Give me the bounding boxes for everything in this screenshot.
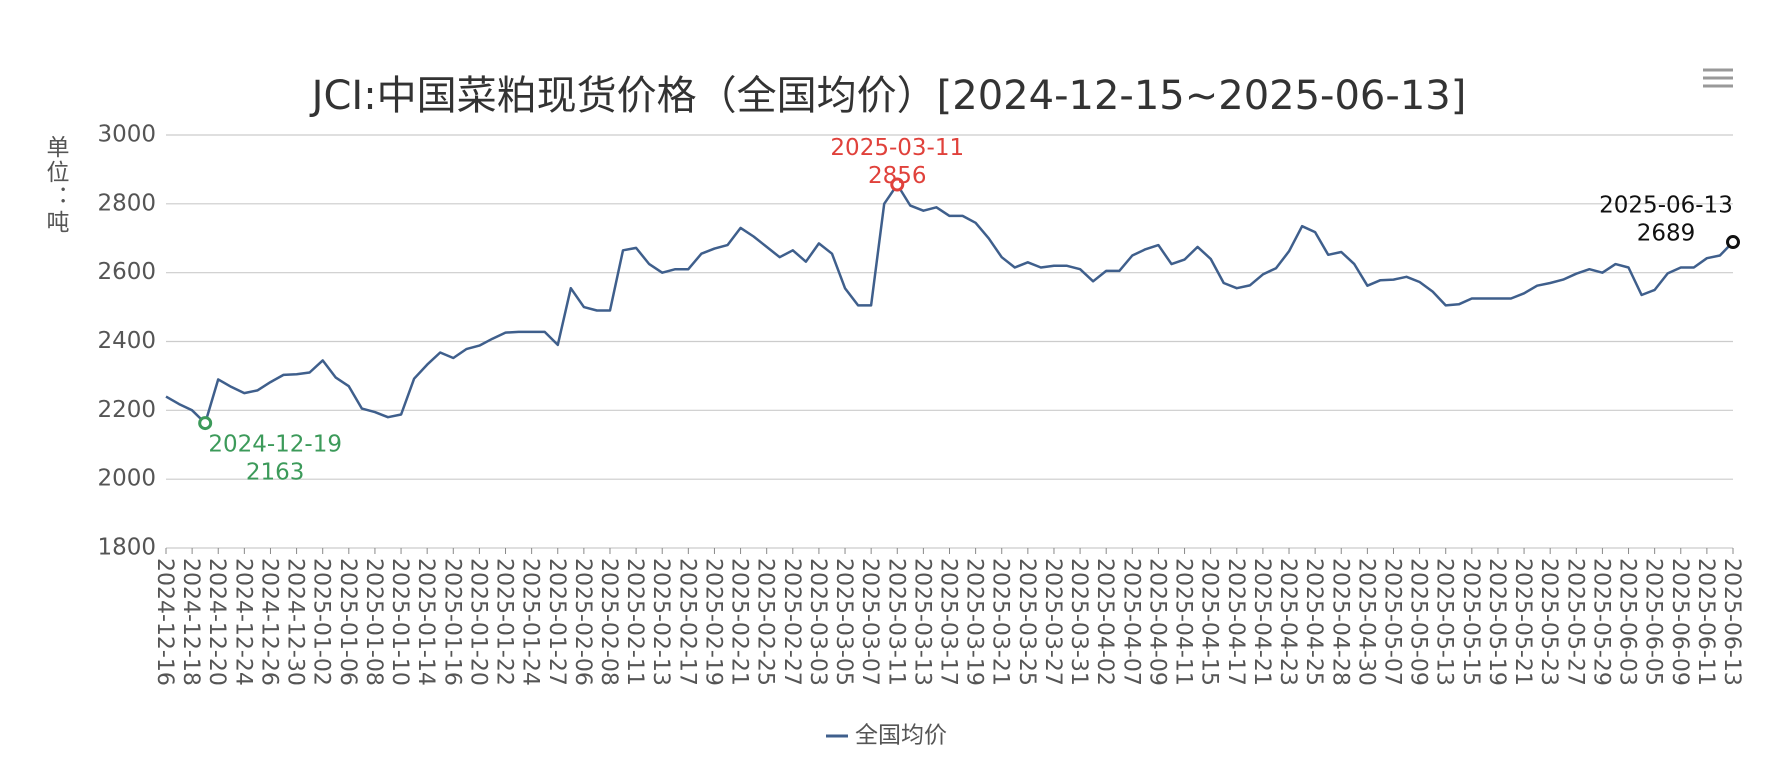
x-tick-label: 2025-06-11 bbox=[1693, 558, 1718, 686]
x-tick-label: 2025-02-21 bbox=[727, 558, 752, 686]
x-tick-label: 2025-04-28 bbox=[1327, 558, 1352, 686]
x-tick-label: 2025-03-31 bbox=[1066, 558, 1091, 686]
y-tick-label: 1800 bbox=[97, 535, 156, 561]
x-tick-label: 2024-12-24 bbox=[230, 558, 255, 686]
x-tick-label: 2025-05-19 bbox=[1484, 558, 1509, 686]
y-tick-label: 2200 bbox=[97, 397, 156, 423]
x-tick-label: 2025-01-24 bbox=[518, 558, 543, 686]
x-tick-label: 2025-04-11 bbox=[1171, 558, 1196, 686]
annotation-date: 2025-03-11 bbox=[830, 135, 964, 161]
x-tick-label: 2024-12-20 bbox=[204, 558, 229, 686]
menu-icon[interactable] bbox=[1703, 68, 1733, 88]
x-tick-label: 2024-12-30 bbox=[283, 558, 308, 686]
x-tick-label: 2025-01-27 bbox=[544, 558, 569, 686]
y-tick-label: 2400 bbox=[97, 328, 156, 354]
x-tick-label: 2025-03-11 bbox=[883, 558, 908, 686]
x-tick-label: 2024-12-18 bbox=[178, 558, 203, 686]
x-tick-label: 2024-12-26 bbox=[256, 558, 281, 686]
x-tick-label: 2025-05-13 bbox=[1432, 558, 1457, 686]
x-tick-label: 2025-05-07 bbox=[1379, 558, 1404, 686]
annotation-point bbox=[890, 177, 905, 192]
x-tick-label: 2025-04-21 bbox=[1249, 558, 1274, 686]
x-tick-label: 2025-01-10 bbox=[387, 558, 412, 686]
annotation-date: 2025-06-13 bbox=[1599, 193, 1733, 219]
series-line bbox=[165, 183, 1734, 425]
x-tick-label: 2025-01-06 bbox=[335, 558, 360, 686]
x-tick-label: 2025-02-11 bbox=[622, 558, 647, 686]
y-tick-label: 2800 bbox=[97, 190, 156, 216]
y-tick-label: 3000 bbox=[97, 122, 156, 148]
x-tick-label: 2025-03-27 bbox=[1040, 558, 1065, 686]
x-tick-label: 2025-03-19 bbox=[962, 558, 987, 686]
x-tick-label: 2025-02-19 bbox=[700, 558, 725, 686]
chart-title: JCI:中国菜粕现货价格（全国均价）[2024-12-15~2025-06-13… bbox=[309, 73, 1467, 119]
annotation-value: 2689 bbox=[1637, 221, 1696, 247]
x-tick-label: 2025-04-02 bbox=[1092, 558, 1117, 686]
y-tick-label: 2000 bbox=[97, 466, 156, 492]
x-tick-label: 2025-03-17 bbox=[936, 558, 961, 686]
x-tick-label: 2025-05-27 bbox=[1562, 558, 1587, 686]
x-tick-label: 2025-05-21 bbox=[1510, 558, 1535, 686]
x-tick-label: 2025-03-25 bbox=[1014, 558, 1039, 686]
x-tick-label: 2025-05-09 bbox=[1406, 558, 1431, 686]
x-tick-label: 2025-05-23 bbox=[1536, 558, 1561, 686]
x-tick-label: 2025-03-03 bbox=[805, 558, 830, 686]
x-tick-label: 2025-02-27 bbox=[779, 558, 804, 686]
x-tick-label: 2025-04-23 bbox=[1275, 558, 1300, 686]
x-tick-label: 2025-04-07 bbox=[1118, 558, 1143, 686]
x-tick-label: 2025-01-22 bbox=[492, 558, 517, 686]
legend-label: 全国均价 bbox=[855, 723, 947, 749]
x-tick-label: 2025-06-13 bbox=[1719, 558, 1744, 686]
x-tick-label: 2025-01-16 bbox=[439, 558, 464, 686]
y-tick-label: 2600 bbox=[97, 259, 156, 285]
annotation-point bbox=[198, 416, 213, 431]
annotation-date: 2024-12-19 bbox=[208, 432, 342, 458]
x-tick-label: 2025-02-08 bbox=[596, 558, 621, 686]
x-tick-label: 2025-05-29 bbox=[1588, 558, 1613, 686]
x-tick-label: 2025-03-07 bbox=[857, 558, 882, 686]
x-tick-label: 2025-06-09 bbox=[1667, 558, 1692, 686]
annotation-point bbox=[1726, 235, 1740, 250]
annotation-value: 2856 bbox=[868, 163, 927, 189]
x-tick-label: 2025-03-05 bbox=[831, 558, 856, 686]
x-tick-label: 2025-04-17 bbox=[1223, 558, 1248, 686]
x-tick-label: 2025-01-20 bbox=[465, 558, 490, 686]
x-tick-label: 2025-04-15 bbox=[1197, 558, 1222, 686]
x-tick-label: 2025-06-05 bbox=[1641, 558, 1666, 686]
x-tick-label: 2025-01-08 bbox=[361, 558, 386, 686]
x-tick-label: 2025-01-02 bbox=[309, 558, 334, 686]
x-tick-label: 2025-02-17 bbox=[674, 558, 699, 686]
x-tick-label: 2025-03-13 bbox=[909, 558, 934, 686]
x-tick-label: 2025-04-30 bbox=[1353, 558, 1378, 686]
x-tick-label: 2025-04-09 bbox=[1144, 558, 1169, 686]
x-tick-label: 2025-05-15 bbox=[1458, 558, 1483, 686]
y-axis-label: 单位：吨 bbox=[42, 135, 70, 235]
x-tick-label: 2024-12-16 bbox=[152, 558, 177, 686]
x-tick-label: 2025-02-25 bbox=[753, 558, 778, 686]
x-tick-label: 2025-03-21 bbox=[988, 558, 1013, 686]
x-tick-label: 2025-02-13 bbox=[648, 558, 673, 686]
x-tick-label: 2025-06-03 bbox=[1615, 558, 1640, 686]
x-tick-label: 2025-02-06 bbox=[570, 558, 595, 686]
annotation-value: 2163 bbox=[246, 460, 305, 486]
x-tick-label: 2025-01-14 bbox=[413, 558, 438, 686]
x-tick-label: 2025-04-25 bbox=[1301, 558, 1326, 686]
